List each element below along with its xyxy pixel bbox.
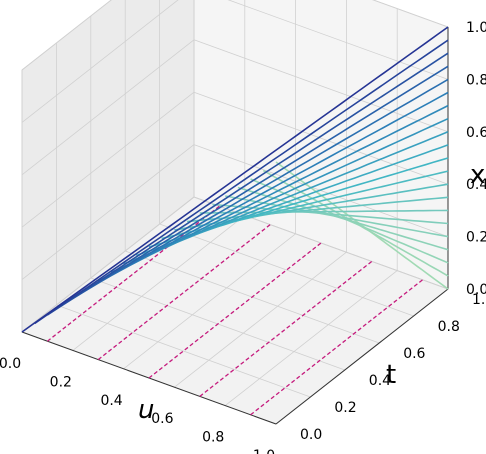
baseline-1 <box>97 224 271 361</box>
grid-line <box>224 270 398 406</box>
t-tick-label: 1.0 <box>472 292 486 308</box>
characteristic-line-5 <box>85 91 449 291</box>
characteristic-line-1 <box>34 39 449 325</box>
u-tick-label: 0.4 <box>100 393 122 409</box>
baseline-3 <box>199 260 373 397</box>
u-tick-label: 0.0 <box>0 356 21 372</box>
grid-line <box>21 39 195 176</box>
t-tick-label: 0.0 <box>300 427 322 443</box>
t-tick-label: 0.2 <box>334 400 356 416</box>
u-tick-label: 0.2 <box>50 374 72 390</box>
grid-line <box>21 0 179 123</box>
u-axis-label: u <box>138 395 154 425</box>
grid-line <box>193 91 449 185</box>
baseline-2 <box>148 242 322 379</box>
characteristic-line-3 <box>59 65 449 308</box>
grid-line <box>21 196 195 333</box>
u-tick-label: 0.6 <box>151 411 173 427</box>
tick-labels: 0.00.20.40.60.81.00.00.20.40.60.81.00.00… <box>0 20 486 454</box>
grid-line <box>21 91 195 228</box>
t-axis-line <box>275 288 449 425</box>
grid-line <box>56 304 311 398</box>
u-tick-label: 1.0 <box>253 448 275 454</box>
characteristic-line-4 <box>72 78 449 299</box>
grid-line <box>21 144 195 280</box>
grid-line <box>72 215 246 351</box>
grid-line <box>21 0 112 71</box>
u-tick-label: 0.8 <box>202 430 224 446</box>
characteristic-line-2 <box>46 52 449 316</box>
t-axis-label: t <box>386 360 396 390</box>
baseline-4 <box>250 279 424 416</box>
x-tick-label: 1.0 <box>466 20 486 36</box>
grid-line <box>174 251 347 388</box>
grid-line <box>193 39 449 133</box>
x-tick-label: 0.8 <box>466 72 486 88</box>
x-tick-label: 0.2 <box>466 230 486 246</box>
grid-line <box>159 223 414 317</box>
grid-line <box>372 0 449 28</box>
t-tick-label: 0.8 <box>438 319 460 335</box>
plot-marks <box>21 26 449 416</box>
x-tick-label: 0.4 <box>466 177 486 193</box>
t-tick-label: 0.4 <box>369 373 391 389</box>
t-tick-label: 0.6 <box>403 346 425 362</box>
x-tick-label: 0.0 <box>466 282 486 298</box>
grid-line <box>227 0 449 80</box>
x-axis-label: x <box>470 160 485 190</box>
x-tick-label: 0.6 <box>466 125 486 141</box>
grid-line <box>123 233 296 370</box>
characteristic-line-0 <box>21 26 449 333</box>
